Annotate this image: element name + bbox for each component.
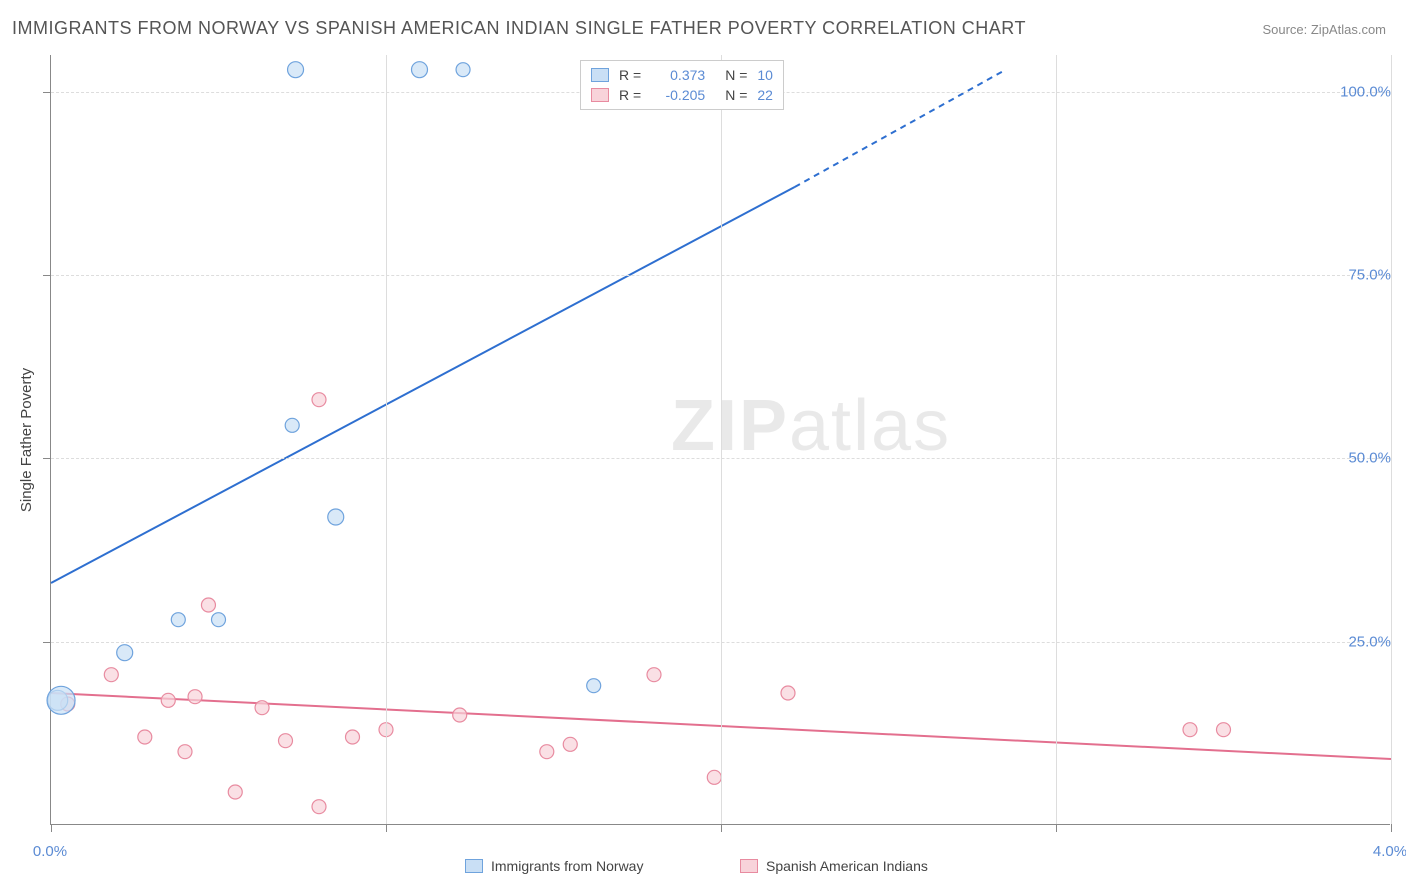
stats-legend: R = 0.373 N = 10 R = -0.205 N = 22	[580, 60, 784, 110]
y-tick-label: 25.0%	[1348, 633, 1391, 650]
y-tick-label: 100.0%	[1340, 83, 1391, 100]
y-tick-mark	[43, 92, 51, 93]
pink-point	[138, 730, 152, 744]
blue-point	[456, 63, 470, 77]
n-label: N =	[725, 67, 747, 83]
stats-row-blue: R = 0.373 N = 10	[591, 65, 773, 85]
grid-v	[386, 55, 387, 824]
x-tick-mark	[721, 824, 722, 832]
x-tick-mark	[51, 824, 52, 832]
blue-point	[285, 418, 299, 432]
blue-point	[171, 613, 185, 627]
legend-label-pink: Spanish American Indians	[766, 858, 928, 874]
blue-point	[412, 62, 428, 78]
x-tick-mark	[386, 824, 387, 832]
blue-point	[47, 686, 75, 714]
n-value: 10	[757, 67, 773, 83]
y-axis-label: Single Father Poverty	[18, 368, 35, 512]
swatch-pink	[591, 88, 609, 102]
n-value: 22	[757, 87, 773, 103]
blue-point	[328, 509, 344, 525]
plot-area: ZIPatlas	[50, 55, 1390, 825]
y-tick-mark	[43, 458, 51, 459]
pink-point	[346, 730, 360, 744]
r-value: 0.373	[647, 67, 705, 83]
r-label: R =	[619, 87, 641, 103]
r-value: -0.205	[647, 87, 705, 103]
blue-point	[288, 62, 304, 78]
grid-v	[1056, 55, 1057, 824]
grid-v	[1391, 55, 1392, 824]
swatch-blue	[465, 859, 483, 873]
pink-point	[540, 745, 554, 759]
x-tick-label: 4.0%	[1373, 843, 1406, 860]
y-tick-mark	[43, 275, 51, 276]
grid-v	[721, 55, 722, 824]
x-tick-mark	[1391, 824, 1392, 832]
pink-point	[279, 734, 293, 748]
r-label: R =	[619, 67, 641, 83]
trend-line-dash	[795, 70, 1006, 187]
pink-point	[178, 745, 192, 759]
pink-point	[1183, 723, 1197, 737]
pink-point	[707, 770, 721, 784]
pink-point	[781, 686, 795, 700]
swatch-pink	[740, 859, 758, 873]
x-tick-label: 0.0%	[33, 843, 67, 860]
y-tick-label: 50.0%	[1348, 450, 1391, 467]
y-tick-mark	[43, 642, 51, 643]
pink-point	[453, 708, 467, 722]
pink-point	[312, 393, 326, 407]
legend-label-blue: Immigrants from Norway	[491, 858, 643, 874]
pink-point	[312, 800, 326, 814]
blue-point	[117, 645, 133, 661]
swatch-blue	[591, 68, 609, 82]
pink-point	[228, 785, 242, 799]
x-tick-mark	[1056, 824, 1057, 832]
stats-row-pink: R = -0.205 N = 22	[591, 85, 773, 105]
pink-point	[201, 598, 215, 612]
bottom-legend-blue: Immigrants from Norway	[465, 858, 643, 874]
blue-point	[587, 679, 601, 693]
pink-point	[104, 668, 118, 682]
pink-point	[1217, 723, 1231, 737]
y-tick-label: 75.0%	[1348, 267, 1391, 284]
pink-point	[255, 701, 269, 715]
chart-title: IMMIGRANTS FROM NORWAY VS SPANISH AMERIC…	[12, 18, 1026, 39]
pink-point	[188, 690, 202, 704]
pink-point	[161, 693, 175, 707]
pink-point	[647, 668, 661, 682]
source-label: Source: ZipAtlas.com	[1262, 22, 1386, 37]
pink-point	[563, 737, 577, 751]
bottom-legend-pink: Spanish American Indians	[740, 858, 928, 874]
trend-line	[51, 187, 795, 583]
blue-point	[212, 613, 226, 627]
n-label: N =	[725, 87, 747, 103]
